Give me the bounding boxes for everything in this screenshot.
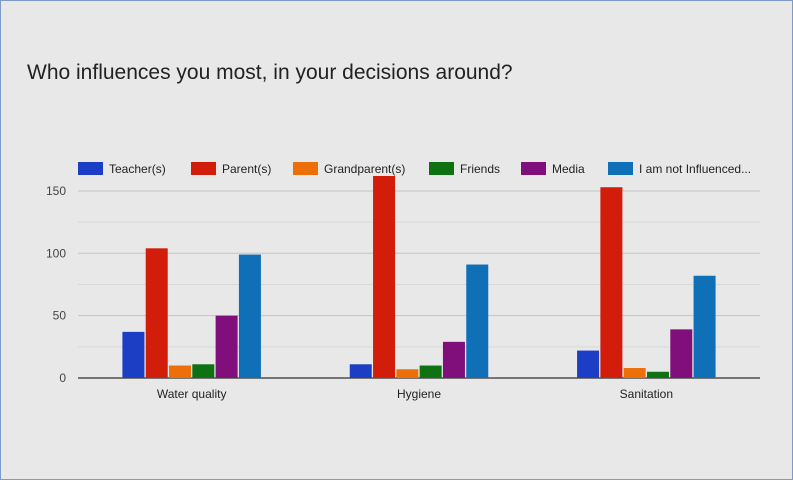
legend-swatch	[429, 162, 454, 175]
x-tick-label: Water quality	[157, 387, 227, 401]
bar-sanitation-5	[693, 275, 716, 378]
bar-sanitation-4	[670, 329, 693, 378]
legend-swatch	[608, 162, 633, 175]
legend-label: I am not Influenced...	[639, 162, 751, 176]
x-axis-labels: Water quality Hygiene Sanitation	[157, 387, 673, 401]
x-tick-label: Hygiene	[397, 387, 441, 401]
y-tick-label: 150	[46, 184, 66, 198]
bar-water-quality-4	[215, 315, 238, 378]
bar-hygiene-0	[349, 364, 372, 378]
y-axis-ticks: 0 50 100 150	[46, 184, 66, 385]
legend-label: Friends	[460, 162, 500, 176]
y-tick-label: 50	[53, 309, 67, 323]
legend-label: Teacher(s)	[109, 162, 166, 176]
bar-water-quality-2	[169, 365, 192, 378]
bar-water-quality-1	[145, 248, 168, 378]
x-tick-label: Sanitation	[620, 387, 673, 401]
bar-sanitation-0	[577, 350, 600, 378]
legend-swatch	[521, 162, 546, 175]
legend-label: Parent(s)	[222, 162, 271, 176]
bar-sanitation-1	[600, 187, 623, 378]
y-tick-label: 100	[46, 246, 66, 260]
bar-sanitation-2	[623, 368, 646, 378]
bar-hygiene-3	[419, 365, 442, 378]
bar-hygiene-4	[442, 341, 465, 378]
bar-water-quality-3	[192, 364, 215, 378]
bar-hygiene-5	[466, 264, 489, 378]
legend: Teacher(s) Parent(s) Grandparent(s) Friends…	[78, 162, 751, 176]
bars	[122, 176, 716, 378]
bar-hygiene-2	[396, 369, 419, 378]
bar-water-quality-0	[122, 331, 145, 378]
bar-sanitation-3	[646, 371, 669, 378]
legend-swatch	[293, 162, 318, 175]
legend-swatch	[78, 162, 103, 175]
bar-water-quality-5	[238, 254, 261, 378]
legend-label: Media	[552, 162, 585, 176]
legend-label: Grandparent(s)	[324, 162, 405, 176]
y-tick-label: 0	[59, 371, 66, 385]
grid-lines	[78, 190, 760, 379]
chart-title: Who influences you most, in your decisio…	[27, 61, 513, 84]
bar-hygiene-1	[373, 176, 396, 378]
legend-swatch	[191, 162, 216, 175]
